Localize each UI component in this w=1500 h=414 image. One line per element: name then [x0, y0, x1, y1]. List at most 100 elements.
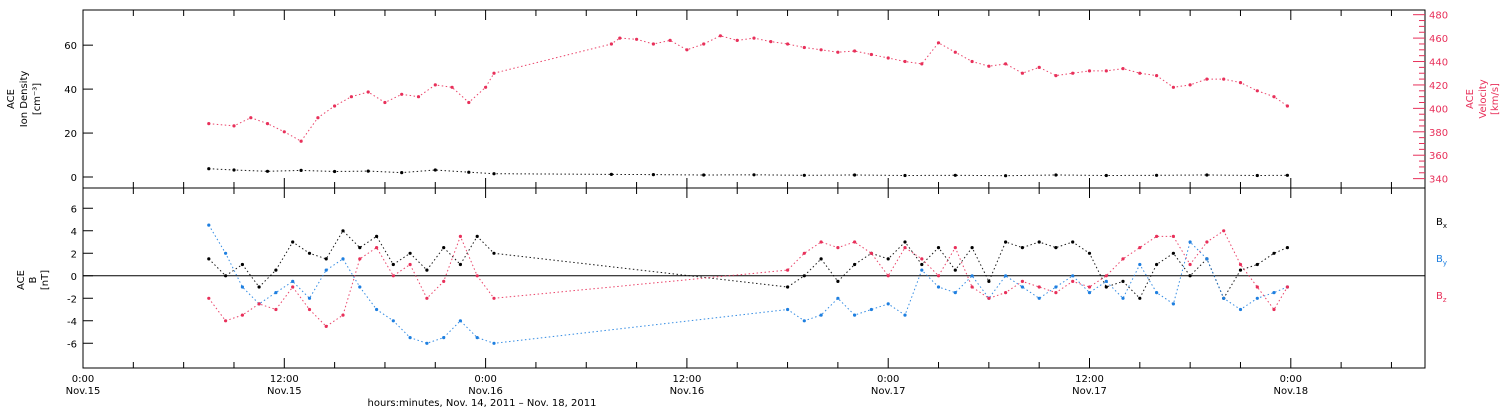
data-point	[1020, 71, 1024, 75]
data-point	[425, 296, 429, 300]
top-left-ylabel-line3: [cm⁻³]	[32, 83, 43, 115]
top-series	[207, 34, 1289, 178]
data-point	[265, 122, 270, 126]
data-point	[458, 319, 462, 323]
x-tick-label-time: 12:00	[672, 374, 701, 385]
data-point	[1138, 246, 1142, 250]
data-point	[341, 313, 345, 317]
data-point	[702, 42, 706, 46]
bottom-series	[207, 223, 1289, 345]
x-tick-label-time: 0:00	[474, 374, 496, 385]
top-right-tick-label: 360	[1429, 151, 1448, 162]
data-point	[1255, 173, 1259, 178]
data-point	[240, 285, 244, 289]
x-tick-label-date: Nov.18	[1273, 386, 1308, 397]
data-point	[1205, 77, 1209, 81]
data-point	[1037, 240, 1041, 244]
legend-by: By	[1436, 254, 1447, 267]
data-point	[853, 313, 857, 317]
data-point	[433, 168, 437, 172]
data-point	[1004, 174, 1008, 178]
bottom-panel-frame	[82, 187, 1426, 369]
data-point	[232, 168, 236, 172]
data-point	[324, 257, 328, 261]
data-point	[752, 173, 756, 177]
data-point	[802, 319, 806, 323]
data-point	[324, 324, 328, 328]
bottom-left-tick-label: -6	[67, 339, 77, 350]
top-left-ylabel-line1: ACE	[6, 89, 17, 109]
bottom-left-tick-label: 2	[71, 249, 77, 260]
data-point	[1205, 173, 1209, 177]
data-point	[1285, 246, 1289, 250]
data-point	[953, 50, 957, 54]
data-point	[1071, 274, 1075, 278]
bottom-ylabel-line2: B	[28, 276, 39, 283]
data-point	[987, 296, 991, 300]
data-point	[324, 268, 328, 272]
data-point	[836, 296, 840, 300]
data-point	[467, 100, 471, 105]
top-right-tick-label: 480	[1429, 11, 1448, 22]
data-point	[358, 257, 362, 261]
data-point	[886, 274, 890, 278]
data-point	[366, 90, 370, 94]
top-right-tick-label: 380	[1429, 128, 1448, 139]
data-point	[752, 36, 756, 40]
data-point	[492, 251, 496, 255]
data-point	[1155, 262, 1159, 267]
data-point	[1255, 89, 1259, 93]
x-tick-label-time: 0:00	[72, 374, 94, 385]
data-point	[1071, 240, 1075, 244]
x-tick-label-time: 12:00	[270, 374, 299, 385]
data-point	[1020, 246, 1024, 250]
bottom-panel: -6 -4 -2 0 2 4 6 ACE B [nT] Bx By Bz	[16, 187, 1447, 369]
series-line	[208, 224, 1288, 344]
data-point	[1004, 240, 1008, 244]
bottom-left-tick-label: 4	[71, 227, 77, 238]
data-point	[1155, 173, 1159, 177]
data-point	[920, 257, 924, 261]
data-point	[1171, 251, 1175, 255]
data-point	[802, 274, 806, 278]
data-point	[207, 257, 211, 261]
data-point	[1222, 229, 1226, 233]
data-point	[786, 42, 790, 46]
data-point	[920, 62, 924, 66]
data-point	[936, 246, 941, 250]
data-point	[316, 116, 320, 120]
series-line	[208, 230, 1288, 328]
data-point	[903, 313, 907, 317]
data-point	[207, 296, 211, 300]
data-point	[299, 139, 303, 143]
data-point	[1121, 67, 1125, 71]
data-point	[1054, 74, 1058, 78]
data-point	[1087, 251, 1092, 255]
data-point	[425, 268, 429, 272]
data-point	[819, 257, 823, 261]
data-point	[618, 36, 622, 40]
data-point	[1171, 302, 1175, 306]
x-tick-label-time: 0:00	[1280, 374, 1302, 385]
data-point	[299, 168, 303, 172]
data-point	[282, 130, 286, 134]
data-point	[442, 246, 446, 250]
data-point	[240, 313, 244, 317]
data-point	[291, 285, 295, 289]
data-point	[475, 274, 479, 278]
data-point	[442, 336, 446, 340]
data-point	[1238, 268, 1243, 272]
data-point	[358, 285, 362, 289]
data-point	[869, 52, 874, 57]
data-point	[836, 246, 840, 250]
data-point	[1272, 251, 1276, 255]
data-point	[307, 251, 312, 255]
data-point	[467, 170, 471, 174]
data-point	[224, 319, 228, 323]
x-tick-label-date: Nov.16	[670, 386, 705, 397]
data-point	[333, 169, 337, 174]
data-point	[1272, 95, 1276, 99]
data-point	[786, 285, 790, 289]
data-point	[819, 240, 823, 244]
data-point	[257, 302, 261, 306]
